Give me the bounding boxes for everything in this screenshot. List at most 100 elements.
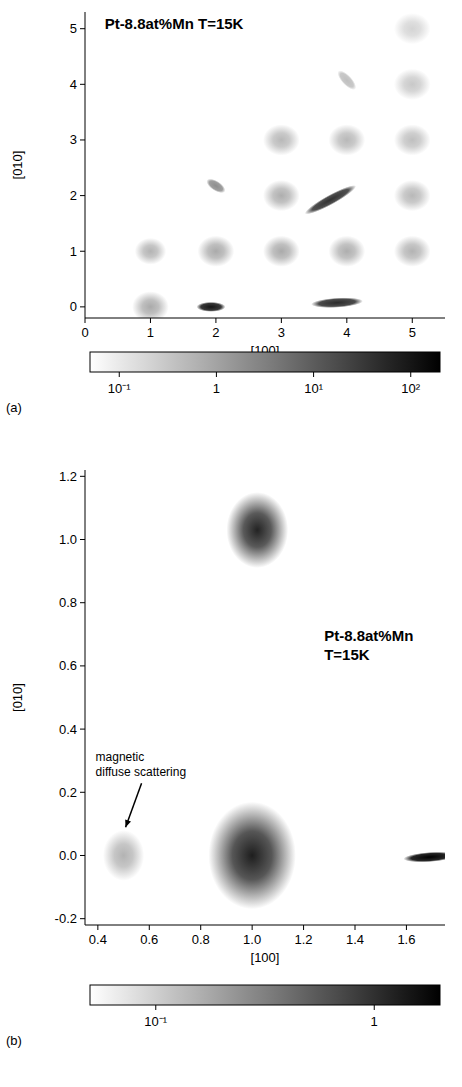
- y-tick: [80, 476, 85, 477]
- x-tick: [406, 925, 407, 930]
- diffuse-spot: [263, 180, 300, 211]
- colorbar-tick-label: 1: [213, 381, 220, 396]
- colorbar-tick-label: 10⁻¹: [108, 381, 131, 396]
- colorbar-tick: [216, 372, 217, 377]
- diffuse-spot: [263, 124, 300, 155]
- title: Pt-8.8at%Mn T=15K: [105, 15, 244, 32]
- y-tick: [80, 539, 85, 540]
- x-tick: [97, 925, 98, 930]
- x-tick: [150, 318, 151, 323]
- diffuse-spot: [198, 236, 235, 267]
- x-tick-label: 1.4: [346, 932, 364, 947]
- x-axis: [85, 318, 445, 319]
- y-tick: [80, 855, 85, 856]
- colorbar: [90, 985, 440, 1005]
- y-axis-title: [010]: [10, 151, 25, 180]
- y-tick: [80, 792, 85, 793]
- y-tick: [80, 729, 85, 730]
- y-axis-title: [010]: [10, 683, 25, 712]
- colorbar-tick-label: 10¹: [304, 381, 323, 396]
- colorbar: [90, 352, 440, 372]
- diffuse-spot: [394, 13, 431, 44]
- y-tick-label: 0.2: [59, 785, 77, 800]
- x-tick: [355, 925, 356, 930]
- colorbar-tick: [374, 1005, 375, 1010]
- x-tick-label: 4: [343, 325, 350, 340]
- y-tick: [80, 251, 85, 252]
- x-tick: [200, 925, 201, 930]
- diffuse-spot: [263, 236, 300, 267]
- y-tick-label: 1: [70, 244, 77, 259]
- x-axis-title: [100]: [251, 950, 280, 965]
- y-tick-label: 0: [70, 299, 77, 314]
- x-axis: [85, 925, 445, 926]
- y-tick-label: 3: [70, 132, 77, 147]
- title: Pt-8.8at%MnT=15K: [324, 627, 413, 663]
- figure: 012345012345[100][010]Pt-8.8at%Mn T=15K1…: [0, 0, 462, 1087]
- plot-area: [132, 13, 430, 318]
- x-tick-label: 1.6: [397, 932, 415, 947]
- x-tick-label: 0: [81, 325, 88, 340]
- diffuse-spot: [394, 124, 431, 155]
- diffuse-spot: [135, 238, 166, 265]
- x-tick-label: 1.2: [295, 932, 313, 947]
- diffuse-spot: [394, 180, 431, 211]
- y-tick-label: 0.8: [59, 595, 77, 610]
- y-tick: [80, 139, 85, 140]
- x-tick: [215, 318, 216, 323]
- y-tick: [80, 918, 85, 919]
- bragg-streak: [335, 68, 359, 93]
- y-tick-label: -0.2: [55, 911, 77, 926]
- x-tick: [346, 318, 347, 323]
- diffuse-spot: [208, 802, 295, 909]
- bragg-streak: [197, 302, 226, 312]
- y-tick: [80, 665, 85, 666]
- colorbar-tick: [119, 372, 120, 377]
- colorbar-tick: [155, 1005, 156, 1010]
- x-tick: [149, 925, 150, 930]
- y-tick-label: 0.0: [59, 848, 77, 863]
- diffuse-spot: [132, 291, 169, 318]
- x-tick-label: 0.8: [192, 932, 210, 947]
- x-tick-label: 5: [409, 325, 416, 340]
- panel-label: (b): [6, 1033, 22, 1048]
- y-tick: [80, 195, 85, 196]
- y-axis: [85, 12, 86, 318]
- diffuse-spot: [226, 492, 288, 568]
- y-tick-label: 4: [70, 77, 77, 92]
- x-tick: [303, 925, 304, 930]
- x-tick-label: 0.6: [140, 932, 158, 947]
- y-tick-label: 5: [70, 21, 77, 36]
- diffuse-spot: [394, 69, 431, 100]
- y-tick: [80, 306, 85, 307]
- colorbar-tick: [313, 372, 314, 377]
- x-tick-label: 3: [278, 325, 285, 340]
- x-tick-label: 0.4: [89, 932, 107, 947]
- x-tick: [252, 925, 253, 930]
- colorbar-tick: [410, 372, 411, 377]
- panel-label: (a): [6, 400, 22, 415]
- x-tick-label: 2: [212, 325, 219, 340]
- y-tick-label: 1.2: [59, 469, 77, 484]
- colorbar-tick-label: 10²: [401, 381, 420, 396]
- y-tick-label: 1.0: [59, 532, 77, 547]
- colorbar-tick-label: 1: [371, 1014, 378, 1029]
- annotation: magneticdiffuse scattering: [96, 750, 187, 779]
- bragg-streak: [403, 850, 445, 864]
- y-tick-label: 0.6: [59, 658, 77, 673]
- y-tick: [80, 602, 85, 603]
- y-axis: [85, 470, 86, 925]
- x-tick-label: 1.0: [243, 932, 261, 947]
- y-tick: [80, 28, 85, 29]
- y-tick: [80, 84, 85, 85]
- x-tick: [281, 318, 282, 323]
- annotation-arrowhead: [125, 819, 131, 827]
- bragg-streak: [311, 296, 363, 309]
- y-tick-label: 0.4: [59, 722, 77, 737]
- plot-area: [103, 492, 445, 909]
- diffuse-spot: [328, 124, 365, 155]
- diffuse-spot: [394, 236, 431, 267]
- annotation-arrow: [126, 783, 142, 827]
- bragg-streak: [303, 181, 359, 218]
- x-tick: [412, 318, 413, 323]
